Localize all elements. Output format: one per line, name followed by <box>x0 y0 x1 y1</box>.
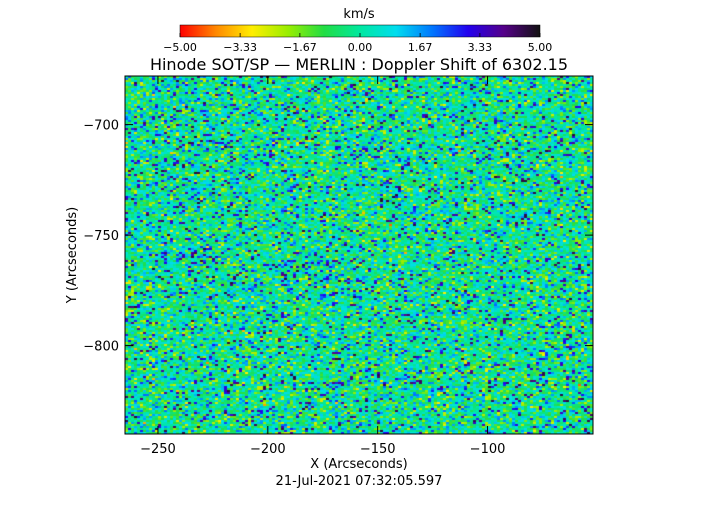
y-tick-label: −750 <box>83 229 119 244</box>
y-tick-label: −700 <box>83 119 119 134</box>
colorbar-tick-label: 1.67 <box>408 41 433 54</box>
x-tick-label: −200 <box>250 442 286 457</box>
colorbar-tick-label: 0.00 <box>348 41 373 54</box>
chart-title: Hinode SOT/SP — MERLIN : Doppler Shift o… <box>150 55 568 74</box>
colorbar-tick-label: −5.00 <box>163 41 197 54</box>
y-tick-label: −800 <box>83 340 119 355</box>
y-axis-ticks: −700 −750 −800 <box>83 119 593 355</box>
x-tick-label: −250 <box>140 442 176 457</box>
y-axis-label: Y (Arcseconds) <box>65 207 80 304</box>
colorbar-tick-label: 5.00 <box>528 41 553 54</box>
colorbar-tick-label: −1.67 <box>283 41 317 54</box>
x-axis-label: X (Arcseconds) <box>310 457 407 472</box>
x-axis-ticks: −250 −200 −150 −100 <box>140 76 505 457</box>
timestamp: 21-Jul-2021 07:32:05.597 <box>276 474 443 489</box>
colorbar-ticks: −5.00 −3.33 −1.67 0.00 1.67 3.33 5.00 <box>163 33 552 54</box>
x-tick-label: −150 <box>360 442 396 457</box>
colorbar-tick-label: −3.33 <box>223 41 257 54</box>
plot-frame <box>124 75 594 435</box>
colorbar-tick-label: 3.33 <box>468 41 493 54</box>
x-tick-label: −100 <box>470 442 506 457</box>
heatmap-image <box>125 76 593 434</box>
colorbar-label: km/s <box>343 7 375 22</box>
doppler-heatmap <box>125 76 593 434</box>
